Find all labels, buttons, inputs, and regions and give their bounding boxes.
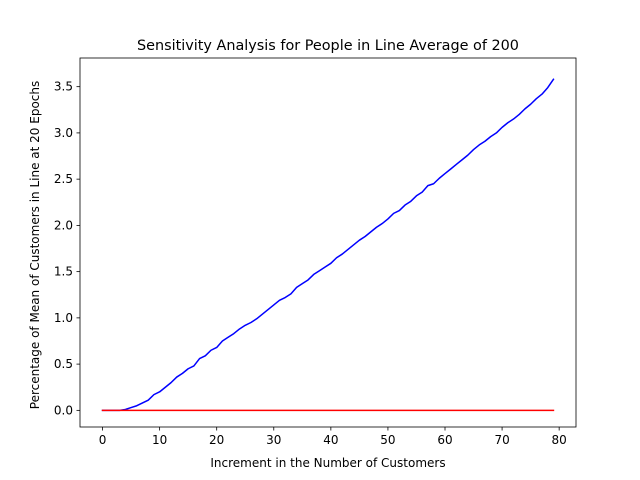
series-line-blue [101,78,555,412]
y-tick-label: 3.0 [54,126,73,140]
y-axis-label: Percentage of Mean of Customers in Line … [28,81,42,409]
y-tick-label: 0.5 [54,357,73,371]
series-layer [101,78,555,412]
x-axis-label: Increment in the Number of Customers [210,456,445,470]
y-tick-label: 0.0 [54,403,73,417]
ticks-layer: 0 10 20 30 40 50 60 70 80 0.0 0.5 1.0 1.5 2.0 2.5 3.0 3.… [54,80,567,447]
x-tick-label: 60 [437,433,452,447]
x-tick-label: 40 [323,433,338,447]
x-tick-label: 20 [209,433,224,447]
y-tick-label: 2.0 [54,218,73,232]
x-tick-label: 0 [99,433,107,447]
y-tick-label: 1.0 [54,311,73,325]
axes-layer [79,57,577,428]
x-tick-label: 80 [552,433,567,447]
axes-frame [79,57,577,428]
y-tick-label: 1.5 [54,265,73,279]
x-tick-label: 70 [494,433,509,447]
x-tick-label: 10 [152,433,167,447]
x-tick-label: 50 [380,433,395,447]
y-tick-label: 2.5 [54,172,73,186]
x-tick-label: 30 [266,433,281,447]
chart-title: Sensitivity Analysis for People in Line … [137,38,519,54]
plot-area [80,58,576,427]
y-tick-label: 3.5 [54,80,73,94]
